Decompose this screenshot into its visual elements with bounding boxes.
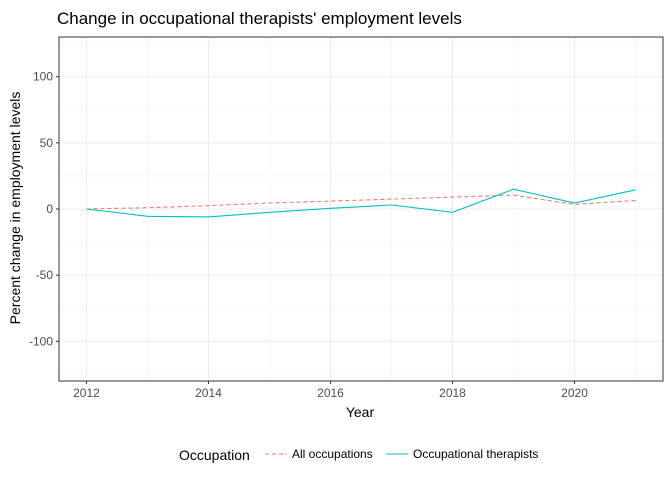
y-tick-label: -100	[29, 334, 53, 348]
legend-label-occupational-therapists: Occupational therapists	[413, 447, 538, 461]
legend-title: Occupation	[179, 447, 250, 463]
y-tick-label: 0	[46, 202, 53, 216]
y-tick-label: 50	[40, 136, 54, 150]
x-tick-label: 2014	[195, 386, 222, 400]
x-tick-label: 2012	[73, 386, 100, 400]
legend: Occupation All occupations Occupational t…	[179, 447, 538, 463]
plot-panel	[58, 36, 664, 382]
series-line-all-occupations	[86, 194, 636, 210]
y-axis-title: Percent change in employment levels	[7, 92, 23, 325]
x-tick-label: 2016	[317, 386, 344, 400]
x-axis-title: Year	[346, 404, 375, 420]
x-tick-label: 2018	[439, 386, 466, 400]
y-tick-label: 100	[33, 70, 53, 84]
legend-label-all-occupations: All occupations	[292, 447, 373, 461]
series-line-occupational-therapists	[86, 188, 636, 218]
y-axis: -100 -50 0 50 100	[29, 70, 59, 348]
y-tick-label: -50	[36, 268, 54, 282]
chart-title: Change in occupational therapists' emplo…	[57, 9, 462, 28]
x-tick-label: 2020	[561, 386, 588, 400]
x-axis: 2012 2014 2016 2018 2020	[73, 381, 588, 400]
